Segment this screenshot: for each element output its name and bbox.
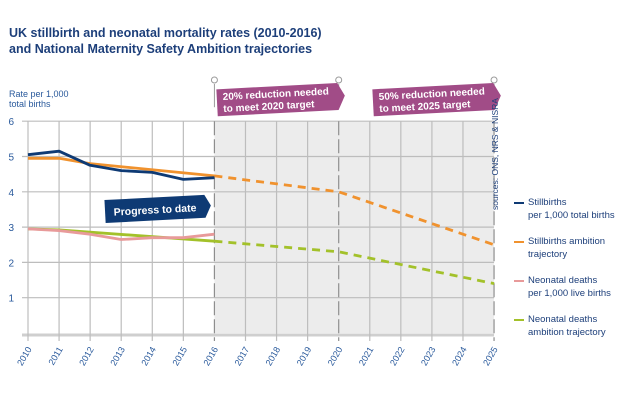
x-tick-label: 2016 (201, 345, 220, 367)
y-tick-label: 6 (8, 117, 14, 128)
legend-item-neonatal_ambition: Neonatal deaths ambition trajectory (514, 313, 615, 339)
legend-label-line2: trajectory (528, 249, 568, 260)
legend-label-line1: Neonatal deaths (528, 314, 598, 325)
legend-swatch (514, 202, 524, 204)
target-2020-banner-line2: to meet 2020 target (223, 99, 315, 115)
chart-title-line2: and National Maternity Safety Ambition t… (9, 42, 313, 56)
x-tick-label: 2017 (233, 345, 252, 367)
y-tick-label: 2 (8, 258, 14, 269)
legend-item-stillbirths: Stillbirths per 1,000 total births (514, 196, 615, 222)
target-2025-banner-shape (372, 82, 501, 117)
series-line-neonatal_ambition-projection (214, 239, 495, 285)
y-axis-label-line2: total births (9, 99, 51, 109)
series-line-stillbirths_ambition (28, 156, 215, 178)
milestone-pin-head (490, 76, 498, 84)
y-tick-label: 1 (8, 294, 14, 305)
progress-banner: Progress to date (104, 194, 211, 224)
progress-banner-text: Progress to date (113, 202, 197, 218)
legend: Stillbirths per 1,000 total births Stillbi… (514, 196, 615, 352)
x-tick-label: 2013 (108, 345, 127, 367)
x-tick-label: 2015 (170, 345, 189, 367)
legend-label-line1: Stillbirths ambition (528, 236, 606, 247)
x-tick-label: 2018 (264, 345, 283, 367)
x-tick-label: 2021 (357, 345, 376, 367)
legend-label-line2: per 1,000 live births (528, 288, 611, 299)
legend-swatch (514, 280, 524, 282)
y-tick-label: 5 (8, 153, 14, 164)
chart-title-line1: UK stillbirth and neonatal mortality rat… (9, 26, 322, 40)
legend-label-line1: Stillbirths (528, 197, 567, 208)
y-axis-label: Rate per 1,000 total births (9, 89, 69, 109)
x-tick-label: 2011 (46, 345, 64, 367)
series-line-neonatal (27, 227, 215, 241)
x-tick-label: 2025 (481, 345, 500, 367)
x-tick-label: 2022 (388, 345, 407, 367)
series-line-stillbirths (27, 149, 215, 181)
legend-label-line2: ambition trajectory (528, 327, 606, 338)
target-2025-banner-line2: to meet 2025 target (379, 99, 471, 115)
milestone-pin-head (210, 76, 218, 84)
y-tick-label: 3 (8, 223, 14, 234)
x-tick-label: 2024 (450, 345, 469, 367)
target-2020-banner-shape (216, 82, 345, 117)
y-axis-label-line1: Rate per 1,000 (9, 89, 69, 99)
legend-item-neonatal: Neonatal deaths per 1,000 live births (514, 274, 615, 300)
source-note: sources: ONS, NRS & NISRA (490, 98, 500, 210)
x-tick-label: 2010 (15, 345, 34, 367)
x-tick-label: 2014 (139, 345, 158, 367)
milestone-pin-head (335, 76, 343, 84)
x-tick-label: 2020 (326, 345, 345, 367)
x-tick-label: 2019 (295, 345, 314, 367)
chart-title: UK stillbirth and neonatal mortality rat… (9, 25, 322, 57)
x-tick-label: 2012 (77, 345, 96, 367)
legend-swatch (514, 241, 524, 243)
legend-label-line2: per 1,000 total births (528, 210, 615, 221)
x-tick-label: 2023 (419, 345, 438, 367)
legend-swatch (514, 319, 524, 321)
legend-label-line1: Neonatal deaths (528, 275, 598, 286)
legend-item-stillbirths_ambition: Stillbirths ambition trajectory (514, 235, 615, 261)
y-tick-label: 4 (8, 188, 14, 199)
progress-banner-shape (104, 194, 211, 224)
